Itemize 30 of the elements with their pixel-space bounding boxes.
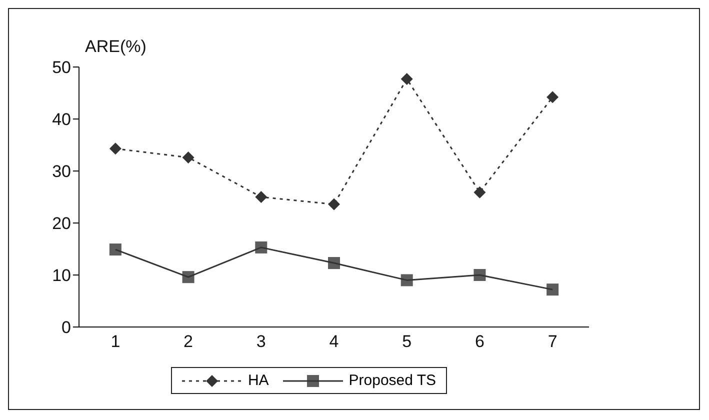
point [546,91,559,104]
y-tick-label: 50 [52,58,71,78]
point [400,274,413,286]
y-axis-title: ARE(%) [85,37,146,57]
point [546,284,559,296]
x-tick-label: 2 [184,332,194,352]
point [328,198,340,210]
point [109,142,122,155]
x-tick-label: 6 [474,332,484,352]
point [182,271,194,284]
point [474,186,486,198]
x-tick-label: 4 [329,332,339,352]
point [109,244,122,256]
y-tick-label: 30 [52,162,71,182]
y-tick-label: 40 [52,110,71,130]
x-tick-label: 1 [110,332,120,352]
legend-label: Proposed TS [348,372,436,389]
point [255,191,268,203]
point [474,269,486,281]
y-tick-label: 10 [52,266,71,286]
x-tick-label: 7 [548,332,558,352]
point [400,72,413,85]
y-tick-label: 0 [62,318,71,338]
point [182,151,194,164]
point [328,257,340,270]
x-tick-label: 3 [256,332,266,352]
y-tick-label: 20 [52,214,71,234]
x-tick-label: 5 [402,332,412,352]
point [255,241,268,254]
legend-label: HA [246,372,269,389]
